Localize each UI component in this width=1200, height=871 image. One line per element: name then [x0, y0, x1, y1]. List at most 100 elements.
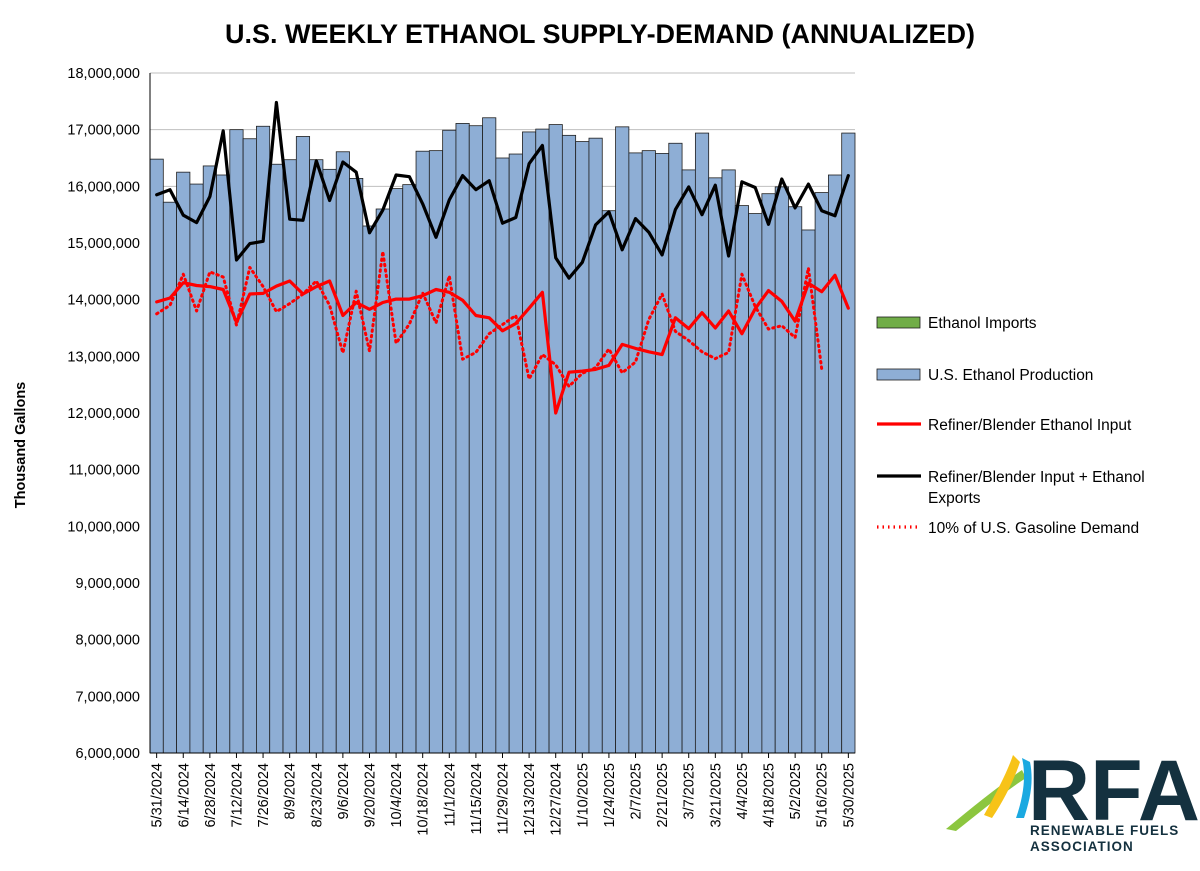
logo-line1: RENEWABLE FUELS — [1030, 823, 1179, 838]
blender-input-line — [155, 273, 850, 415]
x-tick-label: 11/1/2024 — [442, 763, 458, 826]
x-tick-label: 9/6/2024 — [336, 763, 352, 819]
y-tick-label: 12,000,000 — [67, 406, 140, 422]
production-bar — [628, 152, 643, 754]
x-tick-label: 12/13/2024 — [522, 763, 538, 836]
production-bar — [508, 153, 523, 754]
production-bar — [522, 131, 537, 754]
x-tick-label: 10/18/2024 — [416, 763, 432, 836]
production-bar — [282, 159, 297, 754]
x-tick-label: 4/18/2025 — [762, 763, 778, 828]
x-tick-label: 7/26/2024 — [256, 763, 272, 828]
production-bar — [322, 168, 337, 754]
y-tick-label: 10,000,000 — [67, 519, 140, 535]
production-bar — [561, 134, 577, 754]
x-tick-label: 8/9/2024 — [283, 763, 299, 819]
production-bar — [335, 151, 350, 754]
production-bar — [482, 117, 497, 754]
x-tick-label: 3/7/2025 — [682, 763, 698, 819]
production-bar — [841, 132, 856, 754]
x-tick-label: 6/14/2024 — [176, 763, 192, 828]
x-tick-label: 2/7/2025 — [629, 763, 645, 819]
y-tick-label: 18,000,000 — [67, 66, 140, 82]
x-tick-label: 5/16/2025 — [815, 763, 831, 828]
production-bar — [162, 201, 178, 754]
x-tick-label: 11/29/2024 — [496, 763, 512, 835]
production-bar — [694, 132, 710, 754]
production-bar — [442, 129, 457, 754]
production-bar — [256, 125, 271, 754]
legend-label: Refiner/Blender Input + Ethanol — [928, 469, 1145, 486]
input-plus-exports-line — [155, 100, 850, 280]
logo-swoosh-green — [946, 770, 1026, 831]
y-tick-label: 14,000,000 — [67, 293, 140, 309]
production-bar — [428, 150, 444, 754]
production-bar — [774, 186, 789, 754]
production-bar — [362, 225, 377, 754]
legend-label: Ethanol Imports — [928, 315, 1037, 332]
production-bar — [734, 205, 749, 754]
bars — [149, 117, 856, 754]
production-bar — [402, 184, 417, 754]
logo-mark: RFA — [1028, 743, 1200, 839]
logo-line2: ASSOCIATION — [1030, 839, 1134, 854]
y-tick-label: 16,000,000 — [67, 179, 140, 195]
production-bar — [389, 188, 404, 754]
x-tick-label: 1/10/2025 — [575, 763, 591, 828]
production-bar — [575, 141, 590, 754]
y-tick-label: 13,000,000 — [67, 349, 140, 365]
legend-swatch — [876, 316, 921, 329]
x-tick-label: 5/2/2025 — [788, 763, 804, 819]
production-bar — [295, 136, 311, 754]
legend-label-continued: Exports — [928, 490, 981, 507]
production-bar — [615, 126, 630, 754]
production-bar — [535, 128, 550, 754]
logo-swoosh-yellow — [984, 755, 1020, 818]
production-bar — [588, 137, 603, 754]
production-bar — [708, 177, 723, 754]
production-bar — [827, 174, 843, 754]
y-axis-label: Thousand Gallons — [13, 382, 29, 508]
x-tick-label: 5/30/2025 — [841, 763, 857, 828]
y-tick-label: 17,000,000 — [67, 123, 140, 139]
chart-title: U.S. WEEKLY ETHANOL SUPPLY-DEMAND (ANNUA… — [225, 19, 975, 49]
y-tick-label: 11,000,000 — [69, 463, 141, 479]
x-tick-label: 6/28/2024 — [203, 763, 219, 828]
production-bar — [309, 159, 324, 754]
production-bar — [242, 138, 257, 754]
axes: 6,000,000 7,000,000 8,000,000 9,000,000 10,0… — [67, 66, 857, 836]
rfa-logo: RFA RENEWABLE FUELS ASSOCIATION — [946, 743, 1200, 854]
production-bar — [788, 206, 803, 754]
production-bar — [681, 169, 696, 754]
series-lines — [155, 100, 850, 415]
x-tick-label: 3/21/2025 — [708, 763, 724, 828]
production-bar — [814, 192, 829, 754]
production-bar — [349, 177, 364, 754]
y-tick-label: 9,000,000 — [75, 576, 140, 592]
y-tick-label: 8,000,000 — [75, 633, 140, 649]
x-tick-label: 7/12/2024 — [230, 763, 246, 828]
y-tick-label: 15,000,000 — [67, 236, 140, 252]
legend-label: U.S. Ethanol Production — [928, 367, 1093, 384]
logo-swoosh-blue — [1016, 758, 1032, 818]
x-tick-label: 9/20/2024 — [363, 763, 379, 828]
x-tick-label: 10/4/2024 — [389, 763, 405, 828]
x-tick-label: 2/21/2025 — [655, 763, 671, 828]
production-bar — [601, 210, 616, 754]
production-bar — [495, 157, 510, 754]
y-tick-label: 6,000,000 — [75, 746, 140, 762]
production-bar — [668, 142, 683, 754]
production-bar — [415, 150, 430, 754]
x-tick-label: 11/15/2024 — [469, 763, 485, 835]
production-bar — [176, 171, 191, 754]
production-bar — [216, 174, 231, 754]
gasoline-demand-dotted-line — [155, 250, 824, 388]
y-tick-label: 7,000,000 — [75, 689, 140, 705]
production-bar — [455, 123, 470, 754]
legend-label: 10% of U.S. Gasoline Demand — [928, 520, 1139, 537]
production-bar — [149, 158, 164, 754]
production-bar — [269, 163, 284, 754]
production-bar — [202, 165, 217, 754]
legend: Ethanol Imports U.S. Ethanol Production Re… — [876, 315, 1145, 537]
